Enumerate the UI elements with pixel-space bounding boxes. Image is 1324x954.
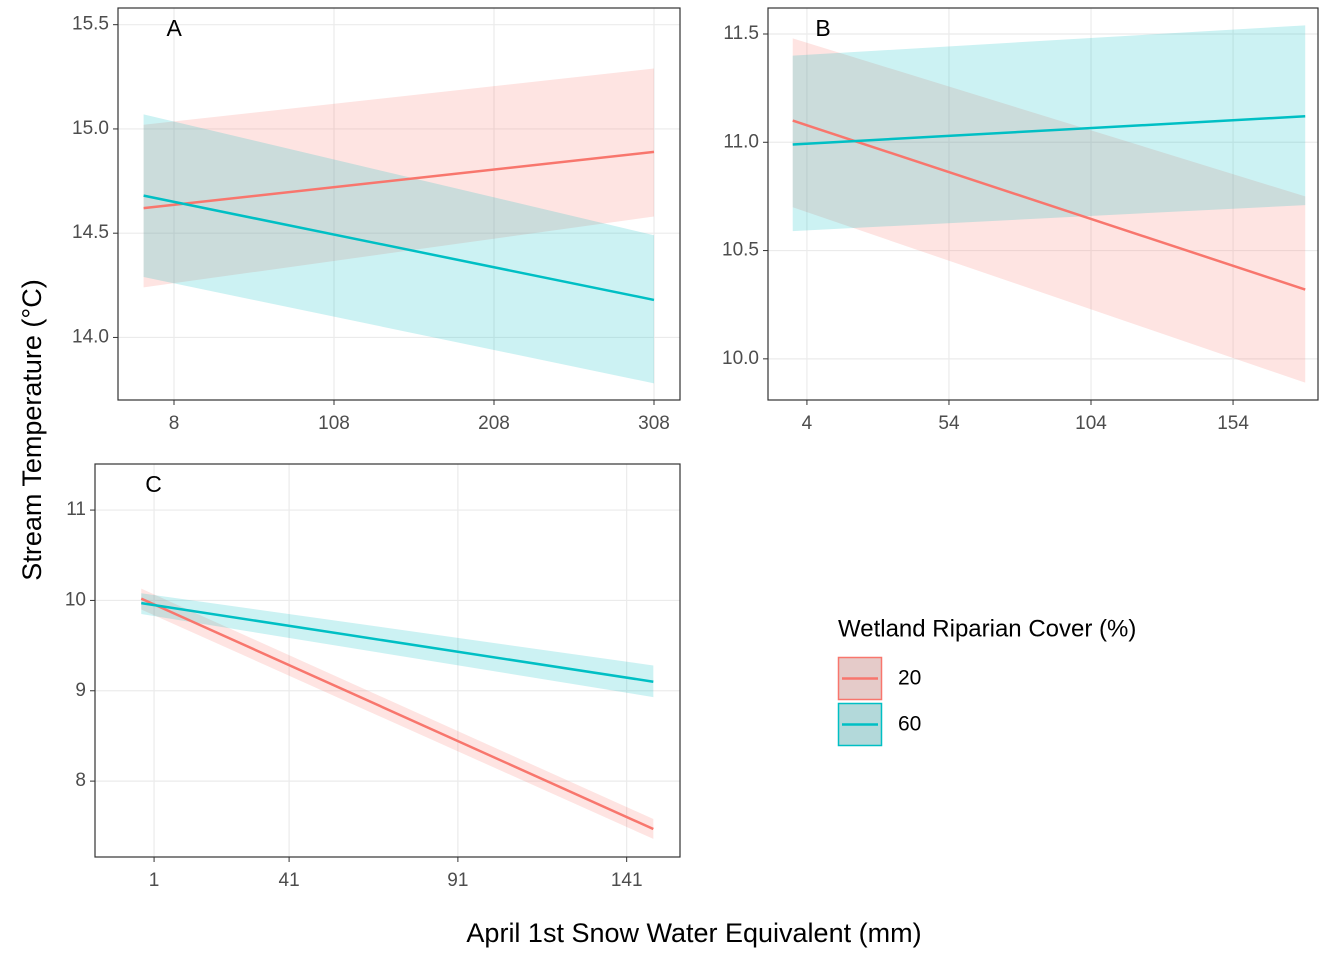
x-tick-label: 108 (318, 413, 350, 434)
x-tick-label: 308 (638, 413, 670, 434)
x-axis-label: April 1st Snow Water Equivalent (mm) (466, 918, 921, 948)
panel-label: B (815, 15, 830, 41)
y-tick-label: 15.0 (72, 118, 109, 139)
trend-line (143, 150, 655, 210)
y-tick-label: 10.5 (722, 240, 759, 261)
y-tick-label: 14.5 (72, 222, 109, 243)
y-tick-label: 15.5 (72, 14, 109, 35)
x-tick-label: 54 (938, 413, 960, 434)
confidence-band (141, 593, 654, 698)
y-tick-label: 11.0 (723, 131, 759, 152)
trend-line (143, 194, 655, 302)
y-tick-label: 10 (65, 589, 86, 610)
x-tick-label: 8 (169, 413, 180, 434)
x-tick-label: 4 (802, 413, 813, 434)
panel-border (767, 7, 1319, 401)
y-axis-label: Stream Temperature (°C) (17, 279, 47, 580)
panel-label: C (145, 471, 162, 497)
legend-label: 20 (898, 667, 921, 690)
trend-line (792, 115, 1306, 146)
y-tick-label: 11.5 (723, 23, 759, 44)
panel-label: A (167, 15, 183, 41)
trend-line (141, 601, 654, 683)
x-tick-label: 154 (1217, 413, 1249, 434)
x-tick-label: 91 (447, 870, 468, 891)
x-tick-label: 141 (611, 870, 643, 891)
panel-border (94, 463, 681, 858)
panel-border (117, 7, 681, 401)
confidence-band (792, 38, 1306, 383)
x-tick-label: 208 (478, 413, 510, 434)
y-tick-label: 9 (75, 680, 86, 701)
x-tick-label: 41 (279, 870, 300, 891)
y-tick-label: 10.0 (722, 348, 759, 369)
trend-line (792, 119, 1306, 291)
panel-background (118, 8, 680, 400)
x-tick-label: 104 (1075, 413, 1107, 434)
y-tick-label: 11 (66, 499, 86, 520)
panel-background (95, 464, 680, 857)
trend-line (140, 597, 654, 831)
x-tick-label: 1 (149, 870, 160, 891)
legend-title: Wetland Riparian Cover (%) (838, 615, 1136, 642)
legend-label: 60 (898, 713, 921, 736)
confidence-band (143, 68, 654, 288)
y-tick-label: 8 (75, 770, 86, 791)
y-tick-label: 14.0 (72, 326, 109, 347)
confidence-band (792, 25, 1306, 232)
